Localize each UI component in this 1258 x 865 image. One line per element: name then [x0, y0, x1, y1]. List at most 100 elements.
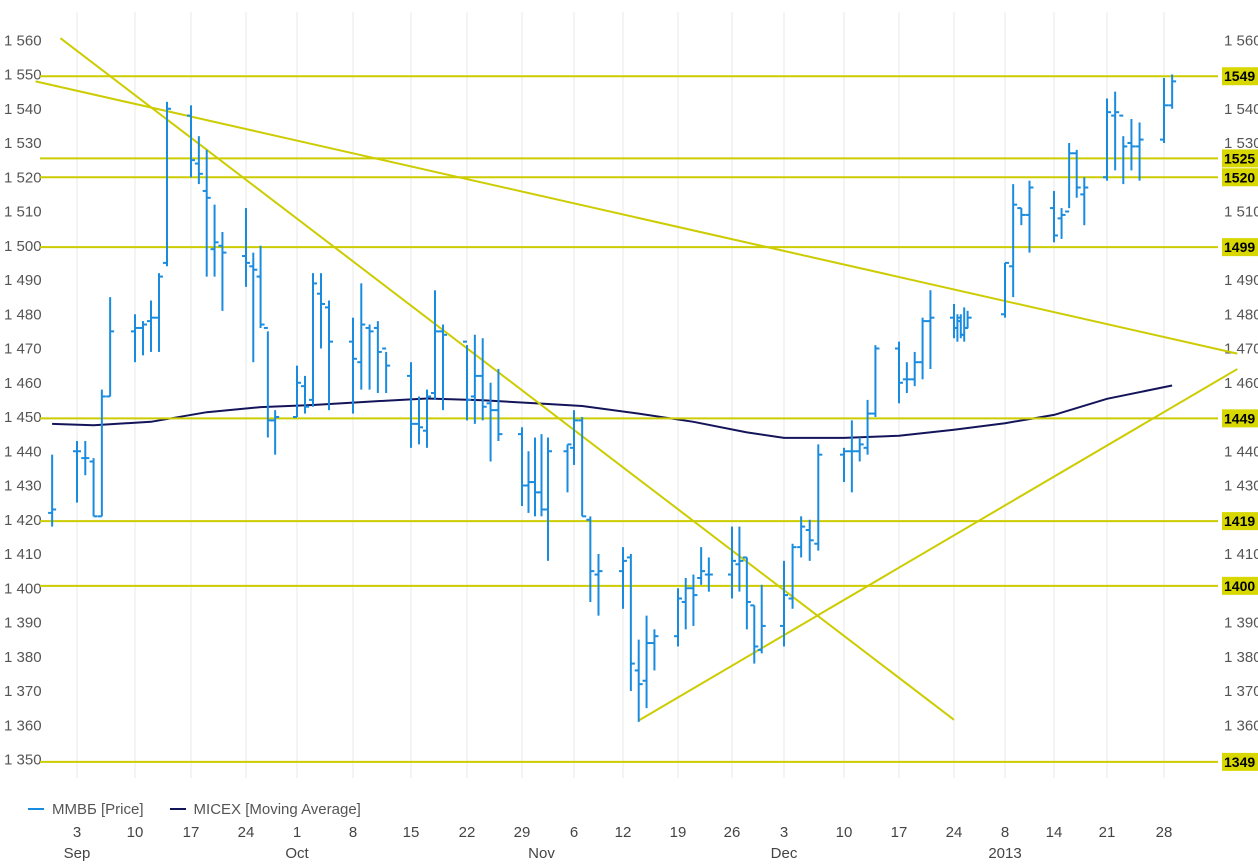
- ohlc-bar: [704, 557, 713, 592]
- ohlc-bar: [317, 273, 325, 349]
- ohlc-bar: [780, 560, 788, 647]
- y-tick-label-left: 1 370: [4, 683, 42, 700]
- x-tick-label: 17: [183, 824, 200, 841]
- ohlc-bar: [1080, 177, 1089, 226]
- ohlc-bar: [97, 389, 106, 518]
- legend-item-moving-average[interactable]: MICEX [Moving Average]: [169, 800, 361, 818]
- ohlc-bar: [634, 639, 643, 722]
- level-badge-label: 1419: [1224, 513, 1255, 529]
- level-badge: [1222, 67, 1258, 86]
- y-tick-label-left: 1 390: [4, 615, 42, 632]
- x-month-label: Oct: [285, 845, 309, 862]
- ohlc-bar: [918, 317, 927, 380]
- x-tick-label: 8: [1001, 824, 1009, 841]
- y-tick-label-left: 1 360: [4, 717, 42, 734]
- ohlc-bar: [797, 516, 806, 558]
- level-badge-label: 1520: [1224, 169, 1255, 185]
- legend-label-moving-average: MICEX [Moving Average]: [193, 800, 361, 818]
- y-axis-left: 1 350 1 360 1 370 1 380 1 390 1 400 1 410 1 420…: [4, 32, 42, 768]
- y-tick-label-right: 1 370: [1224, 683, 1258, 700]
- horizontal-levels: [40, 75, 1218, 763]
- ohlc-bar: [163, 101, 171, 267]
- ohlc-bar: [1072, 149, 1081, 198]
- ohlc-bar: [689, 574, 698, 626]
- ohlc-bar: [325, 300, 333, 411]
- ohlc-bar: [1103, 98, 1111, 181]
- ohlc-bar: [48, 454, 57, 527]
- ohlc-bar: [187, 105, 195, 178]
- ohlc-bar: [578, 417, 587, 518]
- level-badge-label: 1499: [1224, 239, 1255, 255]
- x-tick-label: 14: [1046, 824, 1063, 841]
- level-badge: [1222, 752, 1258, 771]
- y-tick-label-left: 1 530: [4, 135, 42, 152]
- x-month-label: Sep: [64, 845, 91, 862]
- x-tick-label: 1: [293, 824, 301, 841]
- x-tick-label: 10: [836, 824, 853, 841]
- x-tick-label: 28: [1156, 824, 1173, 841]
- y-tick-label-right: 1 460: [1224, 375, 1258, 392]
- x-axis: 3 10 17 24 1 8 15 22 29 6 12 19 26 3 10 17 24 8 14 21 28 Sep O…: [64, 824, 1173, 862]
- ohlc-bar: [650, 629, 659, 671]
- x-tick-label: 19: [670, 824, 687, 841]
- y-tick-label-left: 1 560: [4, 32, 42, 49]
- ohlc-bar: [840, 447, 848, 483]
- legend-item-price[interactable]: ММВБ [Price]: [28, 801, 144, 818]
- ohlc-bar: [1057, 208, 1066, 239]
- x-tick-label: 21: [1099, 824, 1116, 841]
- gridlines: [76, 12, 1165, 778]
- ohlc-bar: [73, 440, 81, 503]
- y-tick-label-right: 1 430: [1224, 478, 1258, 495]
- ohlc-bar: [194, 136, 203, 185]
- ohlc-bar: [681, 577, 690, 630]
- y-tick-label-left: 1 450: [4, 409, 42, 426]
- y-tick-label-right: 1 440: [1224, 443, 1258, 460]
- ohlc-bar: [805, 519, 814, 561]
- ohlc-bar: [263, 326, 272, 438]
- ohlc-bar: [642, 615, 651, 709]
- y-tick-label-left: 1 410: [4, 546, 42, 563]
- ohlc-bar: [349, 317, 357, 414]
- moving-average-series: [52, 384, 1173, 439]
- x-tick-label: 26: [724, 824, 741, 841]
- y-tick-label-left: 1 350: [4, 752, 42, 769]
- ohlc-bar: [242, 208, 250, 287]
- trend-line: [59, 37, 955, 721]
- y-tick-label-left: 1 540: [4, 101, 42, 118]
- ohlc-bar: [1065, 143, 1074, 213]
- ohlc-bar: [382, 347, 391, 394]
- x-tick-label: 10: [127, 824, 144, 841]
- trend-lines: [35, 37, 1238, 722]
- ohlc-bar: [750, 604, 759, 664]
- y-tick-label-right: 1 490: [1224, 272, 1258, 289]
- ohlc-bar: [301, 375, 309, 414]
- ohlc-bar: [1017, 207, 1026, 226]
- ohlc-bar: [537, 434, 546, 517]
- y-tick-label-right: 1 380: [1224, 649, 1258, 666]
- ohlc-bar: [131, 314, 139, 363]
- ohlc-bar: [1168, 74, 1177, 109]
- level-badge-label: 1549: [1224, 68, 1255, 84]
- ohlc-bar: [728, 526, 736, 599]
- ohlc-bar: [697, 547, 706, 585]
- x-month-label: Nov: [528, 845, 555, 862]
- y-tick-label-left: 1 470: [4, 341, 42, 358]
- ohlc-bar: [271, 410, 280, 455]
- level-badge: [1222, 149, 1258, 168]
- y-tick-label-left: 1 480: [4, 306, 42, 323]
- x-tick-label: 24: [946, 824, 963, 841]
- ohlc-bar: [910, 351, 919, 387]
- ohlc-bar: [1025, 180, 1034, 253]
- x-tick-label: 6: [570, 824, 578, 841]
- ohlc-bar: [735, 526, 744, 592]
- y-tick-label-left: 1 500: [4, 238, 42, 255]
- legend-label-price: ММВБ [Price]: [52, 800, 144, 818]
- x-tick-label: 24: [238, 824, 255, 841]
- ohlc-bar: [147, 300, 155, 352]
- ohlc-bar: [814, 444, 823, 551]
- y-tick-label-left: 1 490: [4, 272, 42, 289]
- ohlc-bar: [407, 362, 415, 448]
- ohlc-bar: [594, 554, 603, 616]
- ohlc-bar: [926, 290, 935, 370]
